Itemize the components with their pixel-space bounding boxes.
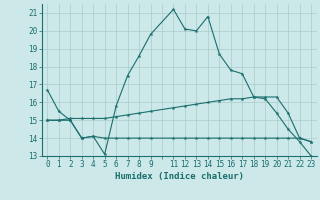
X-axis label: Humidex (Indice chaleur): Humidex (Indice chaleur): [115, 172, 244, 181]
